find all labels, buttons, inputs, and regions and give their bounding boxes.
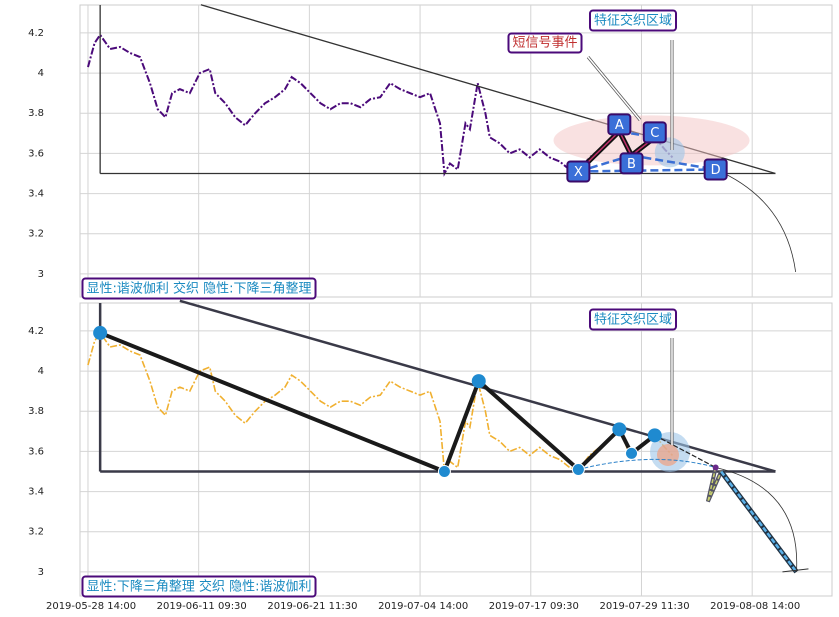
- annotation: 特征交织区域: [594, 312, 672, 328]
- pattern-point-box: [619, 152, 644, 175]
- y-tick-label: 4: [38, 366, 44, 377]
- annotation-box: [588, 9, 678, 32]
- x-tick-label: 2019-08-08 14:00: [710, 601, 800, 612]
- zone: [657, 444, 679, 466]
- callout: [587, 56, 641, 121]
- annotation: 显性:谐波伽利 交织 隐性:下降三角整理: [86, 281, 311, 297]
- zigzag-point: [625, 446, 639, 460]
- x-tick-label: 2019-06-21 11:30: [267, 601, 357, 612]
- pattern-point-box: [642, 121, 667, 144]
- price-line: [87, 331, 674, 475]
- zigzag-point: [93, 325, 108, 340]
- pattern-point-label: B: [627, 157, 636, 172]
- y-tick-label: 3.4: [28, 487, 44, 498]
- arrow-curve: [715, 467, 798, 572]
- annotation-box: [81, 277, 317, 300]
- pattern-dashed: [578, 154, 632, 173]
- pattern-point-box: [703, 158, 728, 181]
- y-tick-label: 4.2: [28, 326, 44, 337]
- arrow-curve: [715, 169, 797, 273]
- x-tick-label: 2019-05-28 14:00: [46, 601, 136, 612]
- y-tick-label: 3.4: [28, 189, 44, 200]
- annotation: 显性:下降三角整理 交织 隐性:谐波伽利: [86, 579, 311, 595]
- pattern-dashed: [578, 168, 716, 173]
- pattern-point-label: D: [711, 163, 721, 178]
- pattern-point-label: X: [574, 165, 583, 180]
- projection-line: [654, 434, 716, 469]
- x-tick-label: 2019-06-11 09:30: [157, 601, 247, 612]
- projection-wave: [707, 467, 722, 502]
- pattern-point-box: [566, 160, 591, 183]
- y-tick-label: 3.8: [28, 406, 44, 417]
- x-tick-label: 2019-07-29 11:30: [599, 601, 689, 612]
- annotation: 短信号事件: [512, 36, 577, 51]
- pattern-point-box: [607, 113, 632, 136]
- annotation-box: [507, 32, 583, 54]
- plot-area: [79, 302, 833, 597]
- y-tick-label: 3.6: [28, 148, 44, 159]
- annotation-box: [588, 308, 678, 331]
- y-tick-label: 3: [38, 269, 44, 280]
- x-tick-label: 2019-07-17 09:30: [489, 601, 579, 612]
- price-line: [87, 33, 674, 177]
- pattern-point-label: A: [615, 118, 624, 133]
- y-tick-label: 3.2: [28, 527, 44, 538]
- y-tick-label: 4.2: [28, 28, 44, 39]
- y-tick-label: 4: [38, 68, 44, 79]
- zigzag-point: [571, 462, 585, 476]
- pattern-leg: [577, 130, 656, 173]
- zigzag-point: [647, 428, 662, 443]
- projection-dot: [712, 464, 719, 471]
- annotation: 特征交织区域: [594, 13, 672, 29]
- y-tick-label: 3.6: [28, 446, 44, 457]
- annotation-box: [81, 575, 317, 598]
- x-tick-label: 2019-07-04 14:00: [378, 601, 468, 612]
- pattern-point-label: C: [650, 126, 659, 141]
- pattern-dashed: [631, 154, 716, 171]
- target-tick: [782, 568, 809, 573]
- y-tick-label: 3.8: [28, 108, 44, 119]
- projection-outline: [719, 469, 799, 574]
- zigzag-point: [437, 464, 451, 478]
- y-tick-label: 3: [38, 567, 44, 578]
- projection-dashed: [578, 458, 716, 470]
- y-tick-label: 3.2: [28, 229, 44, 240]
- zigzag-point: [612, 422, 627, 437]
- zigzag-point: [471, 374, 486, 389]
